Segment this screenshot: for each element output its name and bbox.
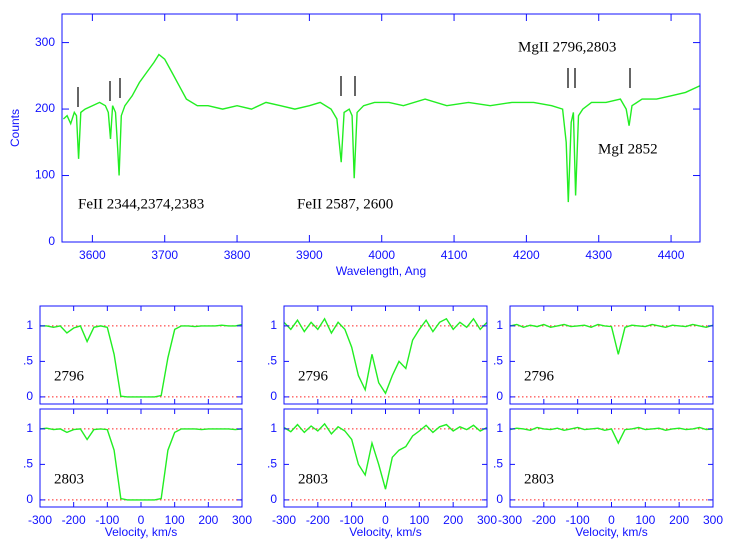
x-axis-label: Wavelength, Ang bbox=[336, 264, 426, 278]
y-tick-label: 1 bbox=[270, 421, 277, 435]
x-tick-label: -200 bbox=[532, 513, 556, 527]
x-tick-label: 4300 bbox=[585, 248, 612, 262]
y-tick-label: 0 bbox=[26, 492, 33, 506]
y-tick-label: 1 bbox=[496, 318, 503, 332]
x-tick-label: 4000 bbox=[368, 248, 395, 262]
y-tick-label: 0 bbox=[48, 234, 55, 248]
panel-label: 2796 bbox=[524, 368, 555, 384]
panel-label: 2803 bbox=[298, 471, 328, 487]
y-tick-label: .5 bbox=[267, 457, 277, 471]
spectrum-line bbox=[283, 422, 488, 490]
plot-frame bbox=[509, 408, 714, 508]
x-tick-label: -100 bbox=[95, 513, 119, 527]
x-tick-label: 100 bbox=[165, 513, 185, 527]
plot-frame bbox=[39, 408, 243, 508]
plot-frame bbox=[39, 305, 243, 405]
spectrum-line bbox=[62, 53, 701, 203]
x-tick-label: -100 bbox=[340, 513, 364, 527]
panel-label: 2803 bbox=[524, 471, 554, 487]
line-annotation: MgI 2852 bbox=[598, 141, 658, 157]
x-tick-label: 200 bbox=[669, 513, 689, 527]
y-tick-label: 0 bbox=[26, 389, 33, 403]
x-tick-label: 0 bbox=[608, 513, 615, 527]
y-tick-label: 100 bbox=[35, 168, 55, 182]
x-tick-label: 3900 bbox=[296, 248, 323, 262]
line-annotation: FeII 2344,2374,2383 bbox=[78, 196, 204, 212]
y-tick-label: 200 bbox=[35, 101, 55, 115]
x-tick-label: 3700 bbox=[151, 248, 178, 262]
x-tick-label: -200 bbox=[62, 513, 86, 527]
x-tick-label: 3800 bbox=[224, 248, 251, 262]
x-tick-label: 100 bbox=[635, 513, 655, 527]
panel-label: 2803 bbox=[54, 471, 84, 487]
x-tick-label: -300 bbox=[272, 513, 296, 527]
y-tick-label: 0 bbox=[496, 492, 503, 506]
y-tick-label: 0 bbox=[496, 389, 503, 403]
x-tick-label: -300 bbox=[498, 513, 522, 527]
x-tick-label: 4100 bbox=[441, 248, 468, 262]
x-tick-label: 200 bbox=[443, 513, 463, 527]
x-tick-label: -300 bbox=[28, 513, 52, 527]
x-tick-label: -100 bbox=[566, 513, 590, 527]
y-tick-label: 1 bbox=[26, 318, 33, 332]
y-tick-label: 1 bbox=[496, 421, 503, 435]
y-tick-label: 0 bbox=[270, 492, 277, 506]
spectrum-line bbox=[40, 323, 243, 398]
x-axis-label: Velocity, km/s bbox=[105, 525, 177, 539]
plot-frame bbox=[283, 408, 488, 508]
plot-frame bbox=[509, 305, 714, 405]
x-axis-label: Velocity, km/s bbox=[349, 525, 421, 539]
y-tick-label: .5 bbox=[23, 354, 33, 368]
y-tick-label: 300 bbox=[35, 35, 55, 49]
line-annotation: MgII 2796,2803 bbox=[518, 39, 616, 55]
line-markers bbox=[77, 68, 631, 107]
x-axis-label: Velocity, km/s bbox=[575, 525, 647, 539]
x-tick-label: 300 bbox=[232, 513, 252, 527]
y-axis-label: Counts bbox=[8, 109, 22, 147]
x-tick-label: -200 bbox=[306, 513, 330, 527]
y-tick-label: 1 bbox=[270, 318, 277, 332]
y-tick-label: 1 bbox=[26, 421, 33, 435]
spectrum-line bbox=[39, 427, 243, 501]
y-tick-label: .5 bbox=[23, 457, 33, 471]
y-tick-label: 0 bbox=[270, 389, 277, 403]
panel-label: 2796 bbox=[54, 368, 85, 384]
spectrum-line bbox=[509, 323, 714, 355]
x-tick-label: 300 bbox=[477, 513, 497, 527]
panel-label: 2796 bbox=[298, 368, 329, 384]
y-tick-label: .5 bbox=[493, 354, 503, 368]
x-tick-label: 4200 bbox=[513, 248, 540, 262]
x-tick-label: 200 bbox=[198, 513, 218, 527]
spectrum-line bbox=[283, 317, 488, 395]
x-tick-label: 0 bbox=[138, 513, 145, 527]
y-tick-label: .5 bbox=[267, 354, 277, 368]
spectrum-line bbox=[509, 426, 714, 445]
line-annotation: FeII 2587, 2600 bbox=[297, 196, 393, 212]
x-tick-label: 100 bbox=[409, 513, 429, 527]
y-tick-label: .5 bbox=[493, 457, 503, 471]
x-tick-label: 4400 bbox=[658, 248, 685, 262]
x-tick-label: 3600 bbox=[79, 248, 106, 262]
x-tick-label: 0 bbox=[382, 513, 389, 527]
plot-frame bbox=[61, 13, 701, 243]
x-tick-label: 300 bbox=[703, 513, 723, 527]
plot-frame bbox=[283, 305, 488, 405]
